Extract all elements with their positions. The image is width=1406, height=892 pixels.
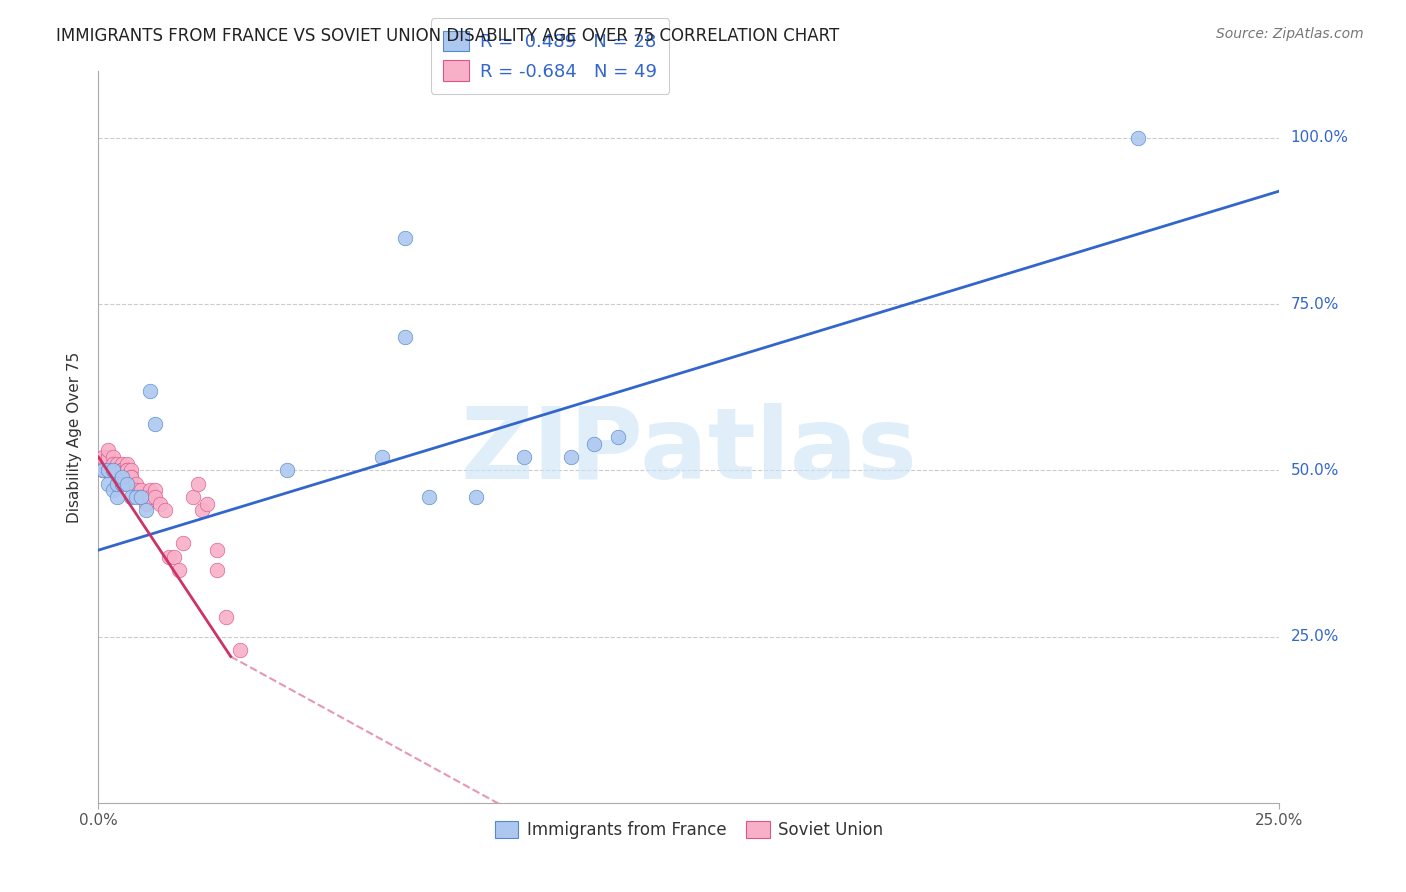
Point — [91, 463, 114, 477]
Text: ZIPatlas: ZIPatlas — [461, 403, 917, 500]
Point — [97, 450, 120, 464]
Point — [215, 609, 238, 624]
Point — [205, 543, 228, 558]
Point — [181, 490, 204, 504]
Point — [111, 463, 134, 477]
Point — [101, 463, 124, 477]
Point — [115, 457, 138, 471]
Point — [139, 384, 162, 398]
Point — [91, 463, 114, 477]
Point — [560, 450, 582, 464]
Point — [105, 457, 128, 471]
Point — [139, 490, 162, 504]
Text: Source: ZipAtlas.com: Source: ZipAtlas.com — [1216, 27, 1364, 41]
Text: 50.0%: 50.0% — [1291, 463, 1339, 478]
Y-axis label: Disability Age Over 75: Disability Age Over 75 — [67, 351, 83, 523]
Point — [105, 476, 128, 491]
Point — [394, 230, 416, 244]
Point — [607, 430, 630, 444]
Point — [91, 450, 114, 464]
Point — [115, 476, 138, 491]
Point — [97, 463, 120, 477]
Point — [101, 457, 124, 471]
Point — [139, 483, 162, 498]
Point — [129, 483, 152, 498]
Point — [1126, 131, 1149, 145]
Point — [115, 463, 138, 477]
Point — [125, 483, 148, 498]
Point — [101, 483, 124, 498]
Point — [135, 497, 157, 511]
Point — [157, 549, 180, 564]
Point — [121, 470, 143, 484]
Point — [101, 450, 124, 464]
Point — [276, 463, 298, 477]
Point — [191, 503, 214, 517]
Text: IMMIGRANTS FROM FRANCE VS SOVIET UNION DISABILITY AGE OVER 75 CORRELATION CHART: IMMIGRANTS FROM FRANCE VS SOVIET UNION D… — [56, 27, 839, 45]
Point — [135, 503, 157, 517]
Point — [418, 490, 440, 504]
Point — [187, 476, 209, 491]
Point — [167, 563, 190, 577]
Point — [143, 483, 166, 498]
Point — [143, 417, 166, 431]
Point — [121, 470, 143, 484]
Point — [172, 536, 194, 550]
Point — [111, 463, 134, 477]
Point — [129, 490, 152, 504]
Point — [394, 330, 416, 344]
Point — [111, 457, 134, 471]
Point — [111, 470, 134, 484]
Point — [105, 463, 128, 477]
Point — [583, 436, 606, 450]
Point — [91, 463, 114, 477]
Point — [111, 476, 134, 491]
Point — [129, 490, 152, 504]
Point — [97, 476, 120, 491]
Text: 100.0%: 100.0% — [1291, 130, 1348, 145]
Point — [371, 450, 394, 464]
Point — [465, 490, 488, 504]
Point — [121, 490, 143, 504]
Point — [125, 476, 148, 491]
Point — [125, 490, 148, 504]
Text: 25.0%: 25.0% — [1291, 629, 1339, 644]
Point — [111, 463, 134, 477]
Point — [229, 643, 252, 657]
Point — [512, 450, 534, 464]
Point — [163, 549, 186, 564]
Legend: Immigrants from France, Soviet Union: Immigrants from France, Soviet Union — [488, 814, 890, 846]
Point — [97, 450, 120, 464]
Point — [135, 490, 157, 504]
Point — [121, 463, 143, 477]
Point — [101, 463, 124, 477]
Point — [149, 497, 172, 511]
Point — [101, 463, 124, 477]
Point — [205, 563, 228, 577]
Point — [97, 463, 120, 477]
Point — [105, 490, 128, 504]
Point — [143, 490, 166, 504]
Point — [97, 443, 120, 458]
Point — [195, 497, 218, 511]
Point — [115, 463, 138, 477]
Text: 75.0%: 75.0% — [1291, 297, 1339, 311]
Point — [105, 463, 128, 477]
Point — [153, 503, 176, 517]
